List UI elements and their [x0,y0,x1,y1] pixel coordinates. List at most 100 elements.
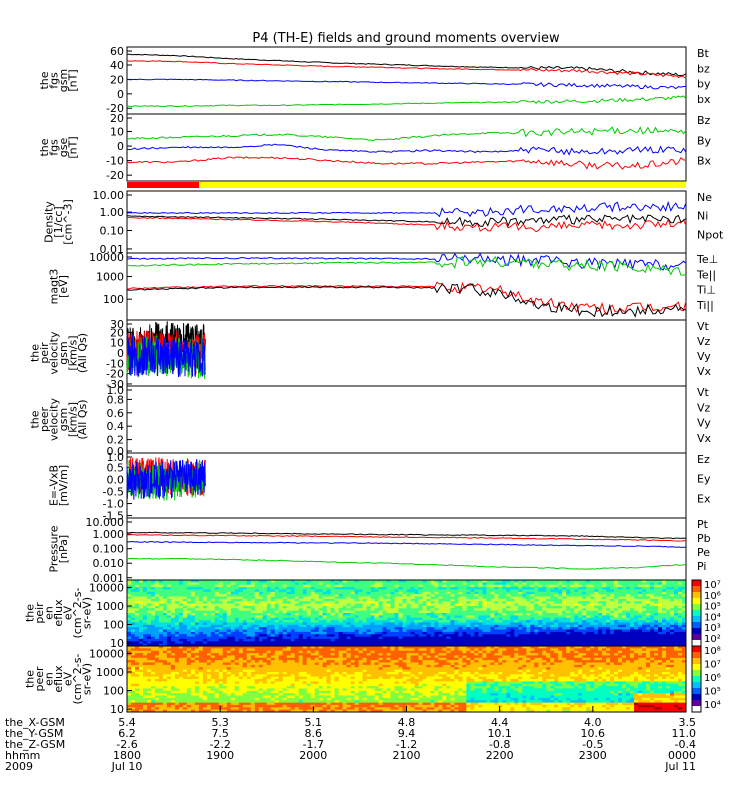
panel-peer-eflux: 10⁸ 10⁷ 10⁶ 10⁵ 10⁴ 10000 1000 100 10 thepeerenef… [24,645,721,716]
y-axis-label: the [38,71,51,89]
colorbar-tick: 10⁶ [704,673,721,684]
y-tick-label: 10 [110,637,124,650]
x-tick-label: 3.5 [679,716,697,729]
legend-entry: Bt [697,47,710,60]
y-tick-label: -10 [106,357,124,370]
y-axis-label: the [28,410,41,428]
y-tick-label: 1000 [96,666,124,679]
colorbar-tick: 10² [704,634,721,645]
series-line [126,95,687,108]
panel-density: 10.00 1.00 0.10 0.01 Density[1/cc][cm^-3] Ne N… [43,189,724,256]
y-axis-label: gsm [57,408,70,431]
panel-frame [126,452,687,519]
legend-entry: Vy [697,350,711,363]
legend-entry: By [697,134,712,147]
y-tick-label: -20 [106,102,124,115]
y-axis-label: [km/s] [66,402,79,437]
y-tick-label: 10.00 [93,189,125,202]
series-line [126,143,687,156]
y-axis-label: the [38,138,51,156]
series-line [126,156,687,170]
y-tick-label: 1.0 [107,451,125,464]
legend-entry: Pe [697,546,710,559]
y-tick-label: 40 [110,59,124,72]
y-tick-label: 0.4 [107,420,125,433]
y-tick-label: 60 [110,45,124,58]
y-tick-label: -0.5 [103,486,124,499]
panel-peer-velocity: 1.00.80.60.40.20.0 thepeervelocitygsm[km/… [28,384,711,458]
y-tick-label: 0.010 [93,557,125,570]
y-axis-label: (cm^2-s- [71,654,84,705]
y-tick-label: 1000 [96,271,124,284]
legend-entry: Vz [697,401,711,414]
colorbar-tick: 10⁵ [704,687,721,698]
x-tick-label: -1.2 [396,738,417,751]
y-tick-label: 0.8 [107,393,125,406]
y-tick-label: 100 [103,685,124,698]
y-tick-label: 0 [117,347,124,360]
legend-entry: Pi [697,560,706,573]
x-tick-label: 9.4 [398,727,416,740]
x-tick-label: -2.6 [116,738,137,751]
y-axis-label: Pressure [47,525,60,572]
y-tick-label: 0.5 [107,461,125,474]
legend-entry: Npot [697,228,724,241]
x-tick-label: 8.6 [305,727,323,740]
y-axis-label: [km/s] [66,335,79,370]
status-bar-red [127,182,199,188]
legend-entry: Ni [697,210,708,223]
legend-entry: Vx [697,365,712,378]
y-tick-label: 0.0 [107,474,125,487]
series-line [126,283,687,318]
y-tick-label: -30 [106,378,124,391]
y-axis-label: velocity [47,331,60,374]
x-tick-label: -0.4 [675,738,696,751]
y-axis-label: en [43,672,56,686]
legend-entry: Ex [697,492,711,505]
x-row-label: the_Y-GSM [5,727,63,740]
x-tick-label: 10.6 [581,727,606,740]
y-tick-label: 0.001 [93,572,125,585]
y-axis-label: [cm^-3] [62,199,75,245]
y-axis-label: gsm [57,69,70,92]
y-tick-label: 0 [117,88,124,101]
panel-efield: 1.00.50.0-0.5-1.0-1.5 E=-VxB[mV/m] Ez Ey Ex [47,451,711,523]
y-axis-label: the [24,670,37,688]
y-axis-label: [eV] [57,275,70,298]
y-tick-label: 0.2 [107,434,125,447]
y-axis-label: peir [38,342,51,364]
y-axis-label: velocity [47,398,60,441]
y-axis-label: [nPa] [57,535,70,563]
y-axis-label: peer [38,407,51,433]
colorbar-tick: 10⁷ [704,580,721,591]
panel-frame [126,385,687,454]
y-axis-label: sr-eV) [81,597,94,629]
series-line [126,534,687,542]
panel-frame [126,113,687,182]
series-line [126,216,687,233]
panel-temperature: 10000 1000 100 magt3[eV] Te⊥ Te|| Ti⊥ Ti|| [47,251,718,321]
x-tick-label: Jul 10 [111,760,143,773]
x-tick-label: 11.0 [672,727,697,740]
x-row-label: 2009 [5,760,33,773]
series-line [126,458,206,500]
colorbar-tick: 10⁴ [704,612,721,623]
x-tick-label: -2.2 [209,738,230,751]
y-tick-label: 1000 [96,600,124,613]
y-axis-label: (cm^2-s- [71,588,84,639]
x-tick-label: 2000 [299,749,327,762]
y-tick-label: 10 [110,126,124,139]
legend-entry: Bz [697,114,711,127]
legend-entry: Ti⊥ [696,284,716,297]
y-tick-label: 0.01 [100,243,125,256]
x-tick-label: 5.3 [211,716,229,729]
y-axis-label: (All Qs) [76,399,89,439]
x-row-label: the_X-GSM [5,716,65,729]
chart-title: P4 (TH-E) fields and ground moments over… [252,31,560,46]
y-axis-label: fgs [47,72,60,89]
y-tick-label: 10 [110,703,124,716]
x-tick-label: 2100 [393,749,421,762]
